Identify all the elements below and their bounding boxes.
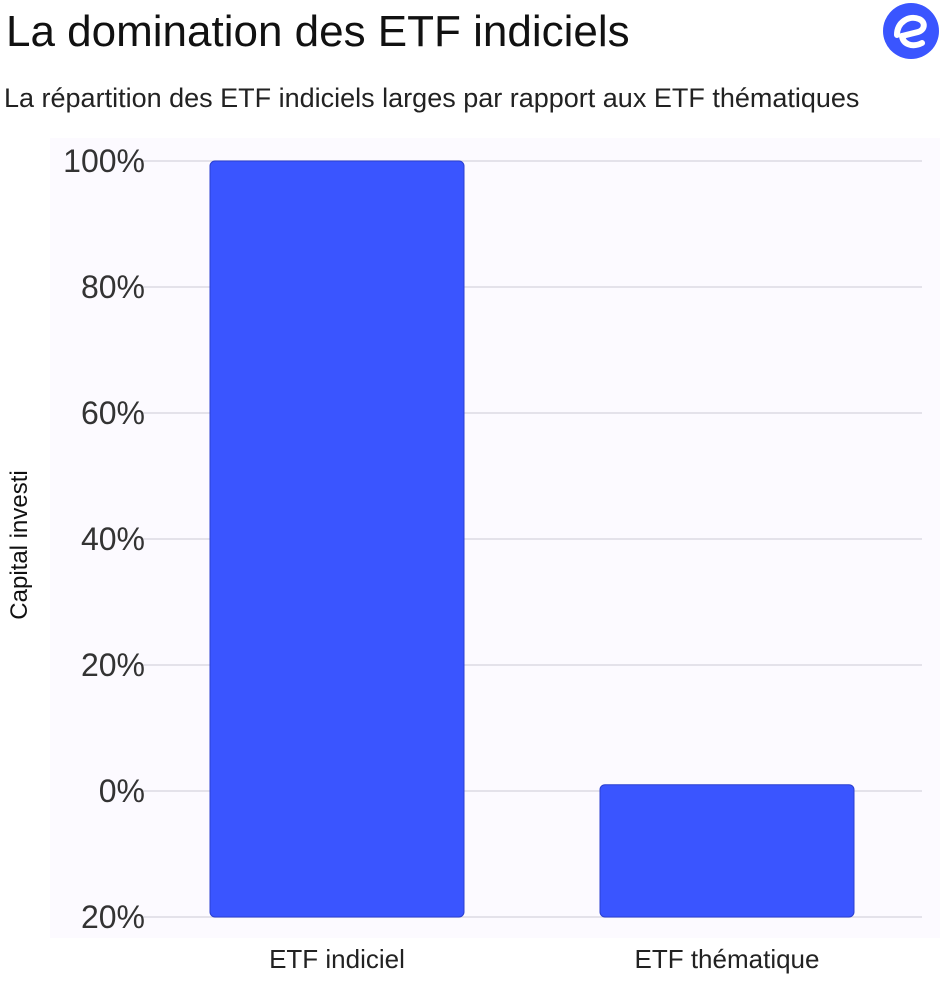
chart-title: La domination des ETF indiciels <box>6 7 630 56</box>
bar <box>599 784 855 918</box>
x-tick-label: ETF thématique <box>635 944 820 974</box>
y-tick-label: 80% <box>81 269 145 305</box>
y-tick-label: 100% <box>63 143 145 179</box>
y-tick-label: 20% <box>81 899 145 935</box>
bar <box>209 160 465 918</box>
chart-subtitle: La répartition des ETF indiciels larges … <box>4 83 860 113</box>
y-tick-label: 0% <box>99 773 145 809</box>
y-tick-label: 40% <box>81 521 145 557</box>
x-tick-label: ETF indiciel <box>269 944 405 974</box>
e-logo-icon <box>883 3 939 59</box>
y-axis-label: Capital investi <box>6 470 33 620</box>
y-tick-label: 60% <box>81 395 145 431</box>
y-tick-label: 20% <box>81 647 145 683</box>
